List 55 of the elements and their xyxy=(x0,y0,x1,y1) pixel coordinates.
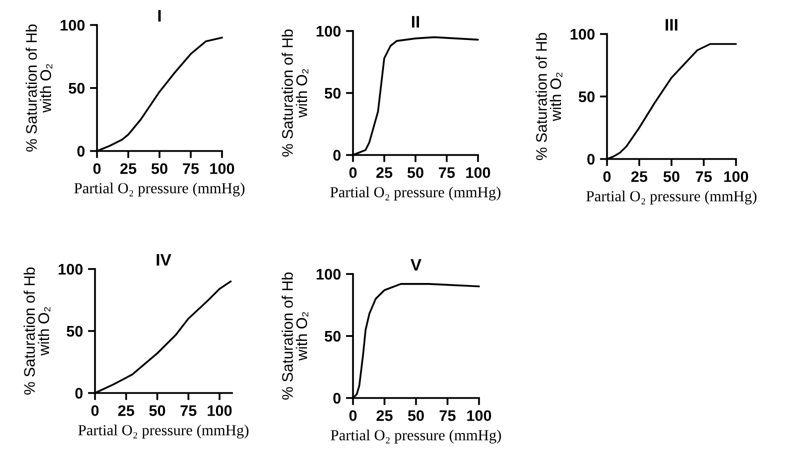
x-tick-label: 100 xyxy=(724,171,748,182)
y-tick-label: 100 xyxy=(570,28,595,40)
y-axis-title: % Saturation of Hb with O₂ xyxy=(26,24,52,152)
x-tick-label: 50 xyxy=(663,171,680,182)
y-tick-label: 50 xyxy=(68,82,85,94)
y-tick-label: 50 xyxy=(66,326,83,337)
y-axis-title: % Saturation of Hb with O₂ xyxy=(282,30,308,157)
chart-title: III xyxy=(666,19,678,31)
x-tick-label: 100 xyxy=(210,163,234,174)
x-tick-label: 25 xyxy=(120,163,136,174)
chart-title: I xyxy=(158,10,161,22)
y-tick-label: 0 xyxy=(75,388,83,399)
x-axis-title: Partial O₂ pressure (mmHg) xyxy=(330,430,501,444)
x-tick-label: 100 xyxy=(466,167,490,178)
x-tick-label: 100 xyxy=(467,410,492,422)
chart-title: IV xyxy=(156,254,172,266)
x-tick-label: 0 xyxy=(603,171,611,182)
y-tick-label: 50 xyxy=(324,330,341,342)
y-tick-label: 0 xyxy=(77,146,85,157)
x-tick-label: 75 xyxy=(182,163,199,174)
y-tick-label: 0 xyxy=(333,392,341,404)
y-tick-label: 100 xyxy=(60,20,85,31)
y-tick-label: 50 xyxy=(324,88,341,99)
x-axis-title: Partial O₂ pressure (mmHg) xyxy=(586,190,756,204)
y-tick-label: 100 xyxy=(316,26,341,37)
x-tick-label: 75 xyxy=(440,410,456,422)
x-tick-label: 0 xyxy=(349,410,357,422)
x-tick-label: 0 xyxy=(93,163,101,174)
x-tick-label: 50 xyxy=(407,167,424,178)
y-tick-label: 0 xyxy=(333,150,341,161)
y-axis-title: % Saturation of Hb with O₂ xyxy=(282,272,308,400)
x-tick-label: 50 xyxy=(149,405,166,416)
y-axis-title: % Saturation of Hb with O₂ xyxy=(536,33,562,160)
x-tick-label: 0 xyxy=(349,167,357,178)
y-tick-label: 100 xyxy=(316,268,341,280)
y-axis-title: % Saturation of Hb with O₂ xyxy=(24,268,50,395)
x-axis-title: Partial O₂ pressure (mmHg) xyxy=(78,424,248,438)
x-axis-title: Partial O₂ pressure (mmHg) xyxy=(330,186,500,200)
chart-title: II xyxy=(412,16,420,28)
x-tick-label: 75 xyxy=(696,171,712,182)
x-axis-title: Partial O₂ pressure (mmHg) xyxy=(74,182,244,196)
x-tick-label: 0 xyxy=(91,405,99,416)
x-tick-label: 25 xyxy=(631,171,648,182)
chart-title: V xyxy=(410,259,422,271)
x-tick-label: 25 xyxy=(376,167,392,178)
x-tick-label: 25 xyxy=(376,410,393,422)
x-tick-label: 100 xyxy=(208,405,232,416)
x-tick-label: 75 xyxy=(438,167,455,178)
x-tick-label: 50 xyxy=(408,410,424,422)
x-tick-label: 25 xyxy=(118,405,134,416)
y-tick-label: 100 xyxy=(58,264,83,275)
x-tick-label: 50 xyxy=(151,163,168,174)
x-tick-label: 75 xyxy=(180,405,196,416)
y-tick-label: 0 xyxy=(587,154,595,165)
y-tick-label: 50 xyxy=(578,91,595,102)
